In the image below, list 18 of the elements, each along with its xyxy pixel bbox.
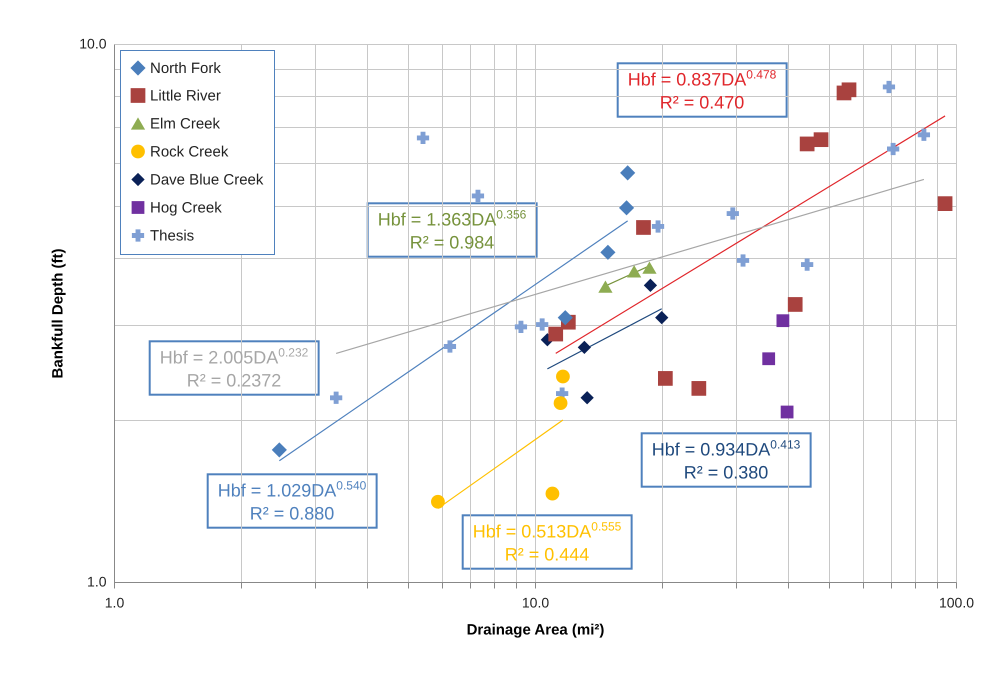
legend-label: Little River (150, 88, 221, 104)
annotation: Hbf = 0.837DA$^{0.478}$ R² = 0.470 (628, 67, 777, 113)
legend-label: Rock Creek (150, 144, 229, 160)
x-tick-label: 100.0 (938, 594, 974, 610)
annotation: Hbf = 2.005DA$^{0.232}$ R² = 0.2372 (160, 345, 309, 391)
legend-label: North Fork (150, 60, 222, 77)
annotation: Hbf = 1.029DA$^{0.540}$ R² = 0.880 (218, 478, 367, 524)
x-axis-title: Drainage Area (mi²) (466, 622, 604, 638)
x-tick-label: 1.0 (104, 594, 124, 610)
y-axis-title: Bankfull Depth (ft) (49, 248, 66, 378)
annotation: Hbf = 1.363DA$^{0.356}$ R² = 0.984 (378, 207, 527, 253)
x-tick-label: 10.0 (522, 594, 550, 610)
legend-label: Thesis (150, 228, 194, 244)
annotation: Hbf = 0.513DA$^{0.555}$ R² = 0.444 (472, 519, 622, 565)
annotation: Hbf = 0.934DA$^{0.413}$ R² = 0.380 (652, 437, 801, 483)
legend-label: Elm Creek (150, 116, 221, 132)
legend-label: Dave Blue Creek (150, 172, 264, 188)
legend-label: Hog Creek (150, 200, 222, 216)
